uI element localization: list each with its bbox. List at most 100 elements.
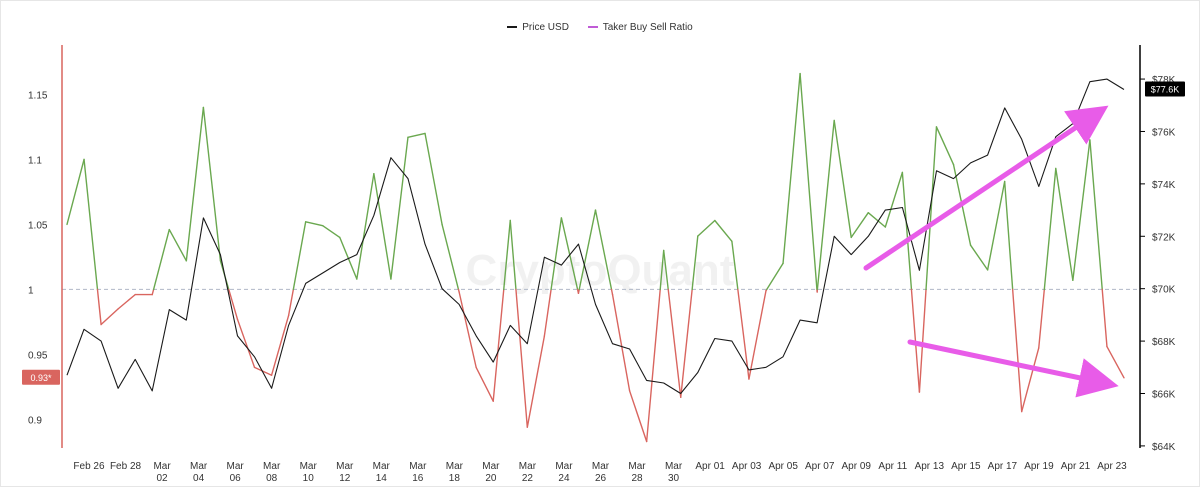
legend-label-price: Price USD xyxy=(522,21,569,33)
ratio-segment xyxy=(714,219,733,243)
ratio-segment xyxy=(458,291,477,369)
ratio-segment xyxy=(1101,288,1108,348)
x-tick-label: Apr 19 xyxy=(1024,461,1054,472)
ratio-segment xyxy=(96,288,102,326)
ratio-segment xyxy=(322,224,341,239)
right-tick-label: $68K xyxy=(1152,337,1176,348)
legend-item-ratio[interactable]: Taker Buy Sell Ratio xyxy=(587,21,693,33)
ratio-segment xyxy=(424,132,443,226)
ratio-segment xyxy=(628,390,648,443)
x-tick-label: Mar 12 xyxy=(336,461,354,484)
ratio-segment xyxy=(168,228,188,262)
ratio-segment xyxy=(407,132,426,139)
ratio-segment xyxy=(515,288,529,428)
x-tick-label: Mar 02 xyxy=(153,461,171,484)
ratio-segment xyxy=(680,288,693,398)
ratio-segment xyxy=(253,366,273,376)
current-price-badge-label: $77.6K xyxy=(1151,85,1180,95)
ratio-segment xyxy=(100,308,119,326)
ratio-segment xyxy=(611,293,631,392)
ratio-segment xyxy=(152,228,170,291)
ratio-segment xyxy=(901,171,913,291)
right-tick-label: $78K xyxy=(1152,75,1176,86)
ratio-segment xyxy=(560,217,579,291)
ratio-segment xyxy=(304,221,324,227)
ratio-segment xyxy=(731,240,739,291)
ratio-segment xyxy=(543,288,552,337)
ratio-segment xyxy=(662,249,669,291)
right-tick-label: $76K xyxy=(1152,127,1176,138)
x-tick-label: Apr 13 xyxy=(915,461,945,472)
x-tick-label: Mar 04 xyxy=(190,461,208,484)
x-tick-label: Apr 09 xyxy=(842,461,872,472)
ratio-layer xyxy=(66,72,1125,443)
ratio-segment xyxy=(1043,167,1057,291)
current-ratio-badge-label: 0.93* xyxy=(30,373,52,383)
x-tick-label: Apr 01 xyxy=(695,461,725,472)
right-tick-label: $72K xyxy=(1152,232,1176,243)
ratio-segment xyxy=(833,119,852,239)
right-tick-label: $74K xyxy=(1152,180,1176,191)
ratio-segment xyxy=(441,223,460,291)
legend-swatch-ratio xyxy=(587,26,598,28)
ratio-segment xyxy=(782,72,801,265)
ratio-segment xyxy=(292,221,307,291)
current-ratio-badge xyxy=(22,369,60,385)
ratio-segment xyxy=(850,211,869,239)
ratio-segment xyxy=(1089,139,1103,291)
ratio-segment xyxy=(66,158,85,226)
ratio-segment xyxy=(918,288,927,393)
left-tick-label: 0.9 xyxy=(28,415,42,426)
ratio-segment xyxy=(737,288,750,380)
left-tick-label: 0.95 xyxy=(28,350,48,361)
ratio-segment xyxy=(697,219,716,237)
x-tick-label: Apr 15 xyxy=(951,461,981,472)
price-layer xyxy=(66,78,1125,395)
ratio-segment xyxy=(117,293,136,310)
ratio-segment xyxy=(748,290,767,380)
ratio-segment xyxy=(1038,288,1046,349)
right-tick-label: $70K xyxy=(1152,285,1176,296)
legend-item-price[interactable]: Price USD xyxy=(507,22,569,33)
ratio-segment xyxy=(1106,345,1125,379)
ratio-segment xyxy=(799,72,818,291)
ratio-segment xyxy=(1072,139,1091,281)
ratio-segment xyxy=(1003,180,1014,291)
ratio-segment xyxy=(236,318,256,369)
right-tick-label: $64K xyxy=(1152,442,1176,453)
right-tick-label: $66K xyxy=(1152,389,1176,400)
ratio-segment xyxy=(659,249,665,291)
x-tick-label: Apr 11 xyxy=(878,461,907,472)
x-tick-label: Apr 07 xyxy=(805,461,835,472)
x-tick-label: Feb 26 xyxy=(73,461,105,472)
ratio-segment xyxy=(986,180,1006,271)
axes-layer: 0.9 0.95 1 1.05 1.1 1.15 $64K $66K $68K $70K $72K $… xyxy=(28,45,1176,484)
ratio-segment xyxy=(550,217,563,291)
watermark: CryptoQuant xyxy=(466,246,735,295)
legend-swatch-price xyxy=(507,26,518,28)
x-tick-label: Apr 21 xyxy=(1061,461,1091,472)
ratio-segment xyxy=(884,171,904,228)
downtrend-arrow xyxy=(907,339,1119,398)
x-tick-label: Mar 20 xyxy=(482,461,500,484)
ratio-segment xyxy=(503,219,511,291)
ratio-segment xyxy=(185,106,205,262)
ratio-segment xyxy=(509,219,517,291)
ratio-segment xyxy=(492,288,505,402)
x-tick-label: Mar 16 xyxy=(409,461,427,484)
ratio-segment xyxy=(1011,288,1023,413)
legend-label-ratio: Taker Buy Sell Ratio xyxy=(602,21,693,33)
x-tick-label: Mar 30 xyxy=(665,461,683,484)
x-tick-label: Mar 24 xyxy=(555,461,573,484)
left-tick-label: 1 xyxy=(28,285,34,296)
ratio-segment xyxy=(935,126,955,166)
price-line xyxy=(66,78,1125,395)
current-price-badge xyxy=(1145,81,1185,97)
badge-layer: 0.93* $77.6K xyxy=(22,81,1185,385)
legend: Price USD Taker Buy Sell Ratio xyxy=(0,20,1200,33)
ratio-segment xyxy=(1055,167,1074,281)
x-tick-label: Mar 08 xyxy=(263,461,281,484)
ratio-segment xyxy=(594,209,613,291)
